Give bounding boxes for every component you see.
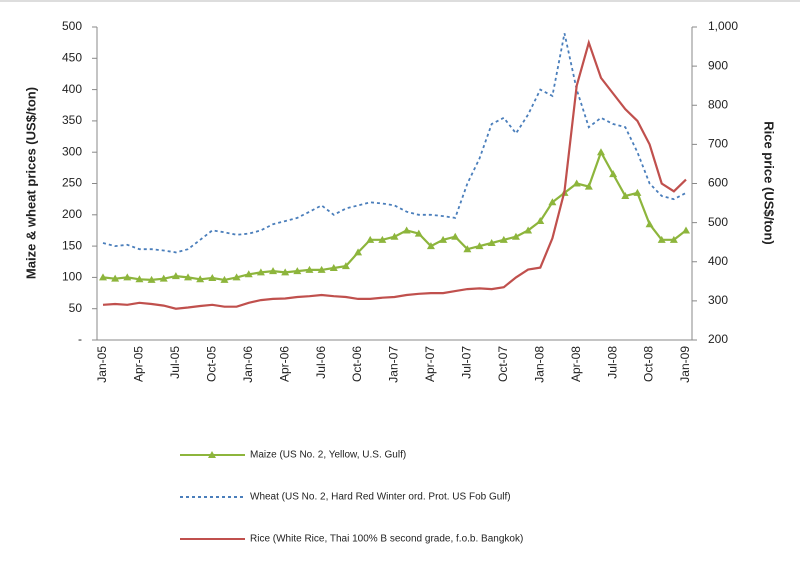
y-tick-label: 50 [69,301,83,315]
marker [548,198,557,206]
marker [499,235,508,243]
marker [414,229,423,237]
y2-tick-label: 200 [708,332,728,346]
marker [475,242,484,250]
marker [354,248,363,256]
marker [682,226,690,234]
marker [147,275,156,283]
legend-label: Wheat (US No. 2, Hard Red Winter ord. Pr… [250,492,511,503]
y2-tick-label: 500 [708,215,728,229]
marker [220,275,229,283]
marker [633,188,642,196]
legend-marker [208,451,216,458]
y2-tick-label: 900 [708,58,728,72]
y2-tick-label: 1,000 [708,19,738,33]
y2-tick-label: 700 [708,137,728,151]
x-tick-label: Oct-05 [204,346,218,382]
marker [111,274,120,282]
marker [487,238,496,246]
marker [536,217,545,225]
marker [171,272,180,280]
marker [341,262,350,270]
marker [645,220,654,228]
marker [123,273,132,281]
marker [451,232,460,240]
marker [244,270,253,278]
marker [402,226,411,234]
marker [390,232,399,240]
marker [596,148,605,156]
y2-axis-title: Rice price (US$/ton) [762,121,777,245]
marker [609,170,618,178]
marker [317,265,326,273]
marker [439,235,448,243]
x-tick-label: Jan-05 [95,346,109,383]
series-line [102,33,687,254]
marker [584,182,593,190]
marker [159,274,168,282]
y-tick-label: 500 [62,19,82,33]
x-tick-label: Apr-06 [277,346,291,382]
marker [524,226,533,234]
marker [196,275,205,283]
x-tick-label: Jan-07 [387,346,401,383]
x-tick-label: Jan-06 [241,346,255,383]
y-tick-label: - [78,332,82,346]
x-tick-label: Oct-06 [350,346,364,382]
y2-tick-label: 800 [708,97,728,111]
marker [281,268,290,276]
marker [135,275,144,283]
x-tick-label: Apr-05 [132,346,146,382]
series-line [102,149,687,282]
series-line [102,39,687,310]
marker [293,267,302,275]
y-tick-label: 350 [62,113,82,127]
x-tick-label: Jul-07 [460,346,474,379]
x-tick-label: Apr-07 [423,346,437,382]
marker [366,235,375,243]
marker [329,264,338,272]
marker [208,274,217,282]
y-tick-label: 100 [62,270,82,284]
y-tick-label: 450 [62,50,82,64]
y-tick-label: 200 [62,207,82,221]
marker [184,273,193,281]
marker [256,268,265,276]
y2-tick-label: 300 [708,293,728,307]
y-tick-label: 150 [62,238,82,252]
marker [463,245,472,253]
legend-label: Rice (White Rice, Thai 100% B second gra… [250,534,523,545]
marker [269,267,278,275]
marker [657,235,666,243]
y-tick-label: 250 [62,176,82,190]
marker [511,232,520,240]
y2-tick-label: 600 [708,176,728,190]
x-tick-label: Oct-08 [642,346,656,382]
y-axis-title: Maize & wheat prices (US$/ton) [23,87,38,279]
x-tick-label: Jul-06 [314,346,328,379]
x-tick-label: Jul-08 [605,346,619,379]
marker [378,235,387,243]
x-tick-label: Apr-08 [569,346,583,382]
x-tick-label: Jan-08 [532,346,546,383]
marker [305,265,314,273]
marker [621,192,630,200]
y-tick-label: 400 [62,82,82,96]
y-tick-label: 300 [62,144,82,158]
x-tick-label: Jan-09 [678,346,692,383]
marker [232,273,241,281]
marker [669,235,678,243]
y2-tick-label: 400 [708,254,728,268]
x-tick-label: Oct-07 [496,346,510,382]
marker [99,273,107,281]
marker [572,179,581,187]
x-tick-label: Jul-05 [168,346,182,379]
legend-label: Maize (US No. 2, Yellow, U.S. Gulf) [250,450,406,461]
marker [426,242,435,250]
